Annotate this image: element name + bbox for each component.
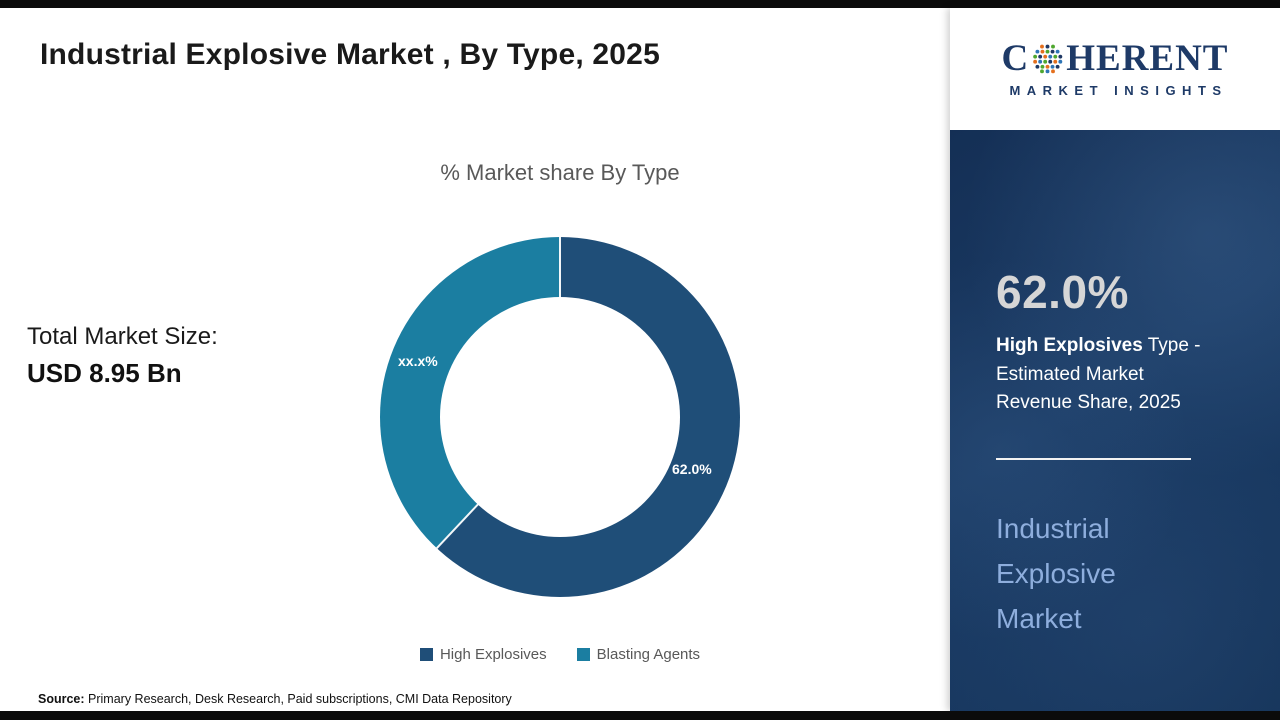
- sidebar-content: 62.0% High Explosives Type - Estimated M…: [996, 265, 1250, 642]
- highlight-stat-value: 62.0%: [996, 266, 1129, 318]
- source-label: Source:: [38, 692, 85, 706]
- brand-letter-c: C: [1001, 38, 1030, 79]
- brand-subtitle: MARKET INSIGHTS: [1009, 83, 1228, 98]
- source-note: Source: Primary Research, Desk Research,…: [38, 692, 512, 706]
- legend-swatch-blasting-agents: [576, 648, 590, 661]
- highlight-stat-bold: High Explosives: [996, 335, 1143, 356]
- highlight-stat-description: High Explosives Type - Estimated Market …: [996, 332, 1224, 418]
- legend-label-high-explosives: High Explosives: [439, 646, 547, 663]
- brand-letters-rest: HERENT: [1066, 38, 1229, 79]
- chart-legend: High Explosives Blasting Agents: [185, 646, 935, 663]
- sidebar: C HERENT MARKET INSIGHTS 62.0% High Expl…: [950, 8, 1280, 711]
- globe-logo-icon: [1033, 44, 1063, 74]
- market-name: Industrial Explosive Market: [996, 512, 1116, 635]
- page-title: Industrial Explosive Market , By Type, 2…: [40, 38, 660, 71]
- legend-item-high-explosives: High Explosives: [419, 646, 547, 663]
- legend-item-blasting-agents: Blasting Agents: [576, 646, 701, 663]
- sidebar-divider: [996, 457, 1191, 460]
- donut-chart: 62.0% xx.x%: [380, 237, 740, 597]
- total-market-size: Total Market Size: USD 8.95 Bn: [27, 323, 218, 389]
- legend-swatch-high-explosives: [419, 648, 433, 661]
- legend-label-blasting-agents: Blasting Agents: [596, 646, 701, 663]
- chart-title: % Market share By Type: [440, 160, 680, 185]
- total-market-size-label: Total Market Size:: [27, 323, 218, 350]
- highlight-stat-rest: Type - Estimated Market Revenue Share, 2…: [996, 335, 1201, 413]
- brand-wordmark: C HERENT: [1002, 40, 1229, 77]
- slice-label-blasting-agents: xx.x%: [398, 353, 438, 369]
- bottom-black-bar: [0, 711, 1280, 720]
- donut-hole: [440, 297, 680, 537]
- total-market-size-value: USD 8.95 Bn: [27, 358, 182, 388]
- slice-label-high-explosives: 62.0%: [672, 461, 712, 477]
- brand-logo: C HERENT MARKET INSIGHTS: [950, 8, 1280, 130]
- source-text: Primary Research, Desk Research, Paid su…: [84, 692, 512, 706]
- top-black-bar: [0, 0, 1280, 8]
- sidebar-body: 62.0% High Explosives Type - Estimated M…: [950, 130, 1280, 711]
- main-chart-area: Industrial Explosive Market , By Type, 2…: [0, 8, 950, 711]
